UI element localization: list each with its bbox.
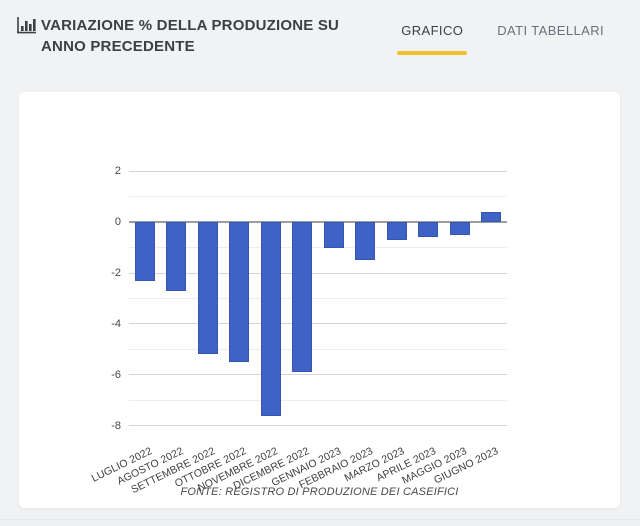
gridline-1	[129, 196, 507, 198]
inactive-tab-underline	[493, 51, 608, 55]
gridline--1	[129, 247, 507, 249]
gridline--5	[129, 348, 507, 350]
tab-bar: GRAFICO DATI TABELLARI	[397, 21, 608, 55]
y-axis-label--2: -2	[111, 267, 121, 280]
bar-ottobre-2022[interactable]	[229, 222, 250, 363]
gridline--8	[129, 425, 507, 427]
y-axis-label-0: 0	[114, 216, 121, 229]
bar-novembre-2022[interactable]	[260, 222, 281, 416]
zero-axis-line	[129, 221, 507, 224]
tab-grafico-label: GRAFICO	[401, 23, 464, 38]
y-axis-label--8: -8	[111, 419, 121, 432]
gridline--3	[129, 298, 507, 299]
bar-giugno-2023[interactable]	[481, 211, 502, 223]
header: VARIAZIONE % DELLA PRODUZIONE SU ANNO PR…	[17, 13, 623, 83]
y-axis-label--4: -4	[111, 317, 121, 330]
bar-dicembre-2022[interactable]	[292, 222, 313, 373]
bar-settembre-2022[interactable]	[197, 222, 218, 355]
bar-marzo-2023[interactable]	[386, 222, 407, 240]
y-axis-label-2: 2	[114, 165, 121, 178]
title-wrap: VARIAZIONE % DELLA PRODUZIONE SU ANNO PR…	[17, 15, 351, 57]
bar-agosto-2022[interactable]	[166, 222, 187, 291]
bar-gennaio-2023[interactable]	[323, 222, 344, 248]
active-tab-underline	[397, 51, 468, 55]
tab-dati-tabellari-label: DATI TABELLARI	[497, 23, 604, 38]
bottom-strip	[0, 520, 640, 526]
page-title: VARIAZIONE % DELLA PRODUZIONE SU ANNO PR…	[41, 17, 340, 55]
chart-source-note: FONTE: REGISTRO DI PRODUZIONE DEI CASEIF…	[180, 486, 459, 498]
gridline--6	[129, 374, 507, 376]
plot-area: 2 0 -2 -4 -6 -8 LUGLIO 2022 AGOSTO 2022 SETTEMBR…	[90, 156, 507, 496]
bar-chart-icon	[17, 17, 36, 39]
gridline--4	[129, 323, 507, 325]
gridline--7	[129, 399, 507, 401]
bar-luglio-2022[interactable]	[134, 222, 155, 281]
chart-card: 2 0 -2 -4 -6 -8 LUGLIO 2022 AGOSTO 2022 SETTEMBR…	[19, 92, 620, 508]
bar-aprile-2023[interactable]	[418, 222, 439, 238]
gridline-2	[129, 170, 507, 172]
gridline--2	[129, 272, 507, 274]
y-axis-label--6: -6	[111, 368, 121, 381]
bar-maggio-2023[interactable]	[449, 222, 470, 235]
tab-dati-tabellari[interactable]: DATI TABELLARI	[493, 21, 608, 55]
tab-grafico[interactable]: GRAFICO	[397, 21, 468, 55]
bottom-divider	[0, 519, 640, 520]
bar-febbraio-2023[interactable]	[355, 222, 376, 261]
